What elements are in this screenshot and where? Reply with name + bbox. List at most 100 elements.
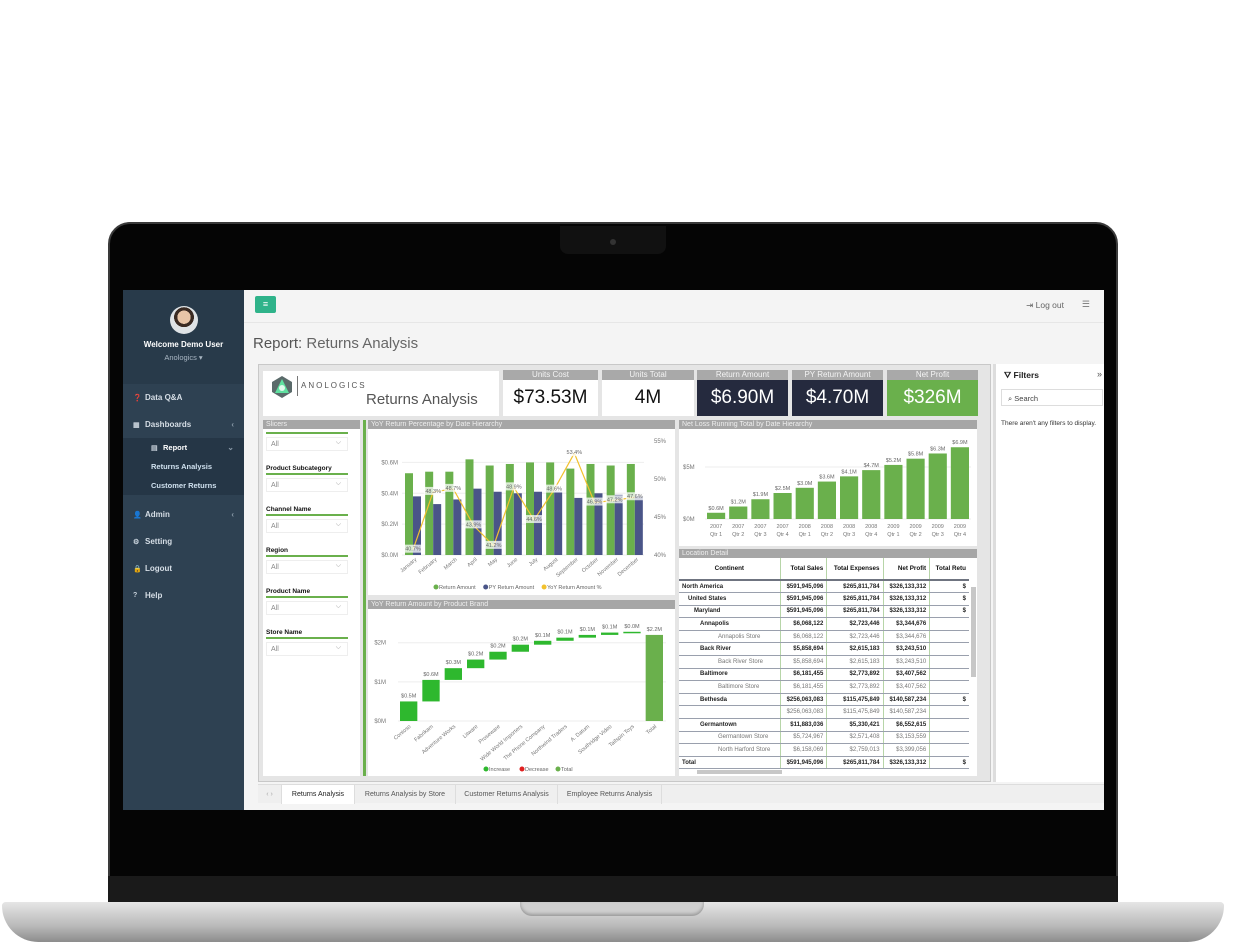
table-cell (929, 731, 969, 745)
table-cell: Back River (679, 642, 781, 657)
tab-employee-returns-analysis[interactable]: Employee Returns Analysis (558, 785, 662, 804)
bar-py-return-amount (453, 499, 462, 555)
column-header[interactable]: Continent (679, 558, 781, 581)
column-header[interactable]: Total Expenses (826, 558, 884, 581)
collapse-filters-icon[interactable]: » (1096, 369, 1102, 379)
table-cell: $326,133,312 (882, 580, 930, 594)
slicer-dropdown[interactable]: All ⌵ (266, 601, 348, 615)
bar-net-loss (840, 476, 859, 519)
table-title: Location Detail (679, 549, 977, 558)
sidebar-item-logout[interactable]: 🔒 Logout (133, 564, 173, 573)
table-cell: $5,858,694 (779, 655, 827, 669)
waterfall-chart-svg: $0M $1M $2M $0.5M Contoso $0.6M Fabrikam $0.3M A… (374, 624, 666, 773)
data-label: $0.0M (624, 624, 640, 630)
y-tick-label: $0.6M (381, 460, 398, 466)
filters-search-input[interactable]: ⌕ Search (1001, 389, 1103, 406)
report-icon: ▤ (151, 444, 158, 452)
y-tick-label: $0.2M (381, 522, 398, 528)
table-cell: $6,552,615 (882, 718, 930, 732)
table-row[interactable]: North America $591,945,096 $265,811,784 $32… (679, 580, 969, 594)
bar-net-loss (773, 493, 792, 519)
slicer-dropdown[interactable]: All ⌵ (266, 560, 348, 574)
table-row[interactable]: United States $591,945,096 $265,811,784 $32… (679, 592, 969, 606)
table-row[interactable]: Back River $5,858,694 $2,615,183 $3,243,510 (679, 642, 969, 657)
data-label: $2.5M (775, 486, 791, 492)
sidebar-subitem-customer-returns[interactable]: Customer Returns (151, 481, 217, 490)
table-row[interactable]: Germantown Store $5,724,967 $2,571,408 $3,1… (679, 731, 969, 745)
vertical-scrollbar[interactable] (971, 587, 976, 677)
table-row[interactable]: North Harford Store $6,158,069 $2,759,013 $… (679, 743, 969, 757)
sidebar-item-admin[interactable]: 👤 Admin ‹ (133, 510, 234, 519)
slicer-dropdown[interactable]: All ⌵ (266, 437, 348, 451)
x-tick-quarter: Qtr 4 (776, 532, 788, 538)
bar-return-amount (405, 473, 413, 555)
tab-returns-analysis-by-store[interactable]: Returns Analysis by Store (355, 785, 456, 804)
x-tick-quarter: Qtr 1 (887, 532, 899, 538)
table-cell: $3,399,056 (882, 743, 930, 757)
tab-returns-analysis[interactable]: Returns Analysis (282, 785, 355, 804)
tab-customer-returns-analysis[interactable]: Customer Returns Analysis (456, 785, 558, 804)
sidebar-item-setting[interactable]: ⚙ Setting (133, 537, 173, 546)
column-header[interactable]: Net Profit (882, 558, 930, 581)
data-label: $0.1M (580, 627, 596, 633)
table-row[interactable]: $256,063,083 $115,475,849 $140,587,234 (679, 705, 969, 720)
bar-py-return-amount (413, 496, 421, 555)
bar-py-return-amount (534, 491, 542, 555)
table-row[interactable]: Germantown $11,883,036 $5,330,421 $6,552,61… (679, 718, 969, 732)
slicer-dropdown[interactable]: All ⌵ (266, 642, 348, 656)
sidebar-item-dashboards[interactable]: ▦ Dashboards ‹ (133, 420, 234, 429)
x-tick-year: 2007 (710, 524, 722, 530)
table-cell: North Harford Store (679, 743, 781, 757)
table-row[interactable]: Annapolis Store $6,068,122 $2,723,446 $3,34… (679, 630, 969, 644)
bar-return-amount (526, 462, 534, 555)
column-header[interactable]: Total Retu (929, 558, 969, 581)
table-cell: $3,153,559 (882, 731, 930, 745)
table-cell: $2,571,408 (826, 731, 884, 745)
options-menu-icon[interactable]: ☰ (1081, 299, 1090, 309)
table-cell: Baltimore Store (679, 680, 781, 694)
table-cell: $326,133,312 (882, 756, 930, 770)
table-row[interactable]: Back River Store $5,858,694 $2,615,183 $3,2… (679, 655, 969, 669)
user-icon: 👤 (133, 511, 142, 519)
x-tick-year: 2009 (909, 524, 921, 530)
slicers-title: Slicers (263, 420, 360, 429)
table-row[interactable]: Annapolis $6,068,122 $2,723,446 $3,344,676 (679, 617, 969, 631)
report-group: ▤ Report ⌄ Returns Analysis Customer Retur… (123, 438, 244, 495)
slicers-panel: Slicers YearAll⌵Product SubcategoryAll⌵C… (263, 420, 360, 776)
bar-net-loss (751, 499, 770, 519)
table-cell: $265,811,784 (826, 756, 884, 770)
table-row[interactable]: Maryland $591,945,096 $265,811,784 $326,133… (679, 605, 969, 619)
sidebar-subitem-returns-analysis[interactable]: Returns Analysis (151, 462, 212, 471)
x-tick-label: September (555, 557, 580, 579)
filters-empty-message: There aren't any filters to display. (1001, 420, 1097, 427)
table-cell (929, 668, 969, 682)
table-row[interactable]: Total $591,945,096 $265,811,784 $326,133,31… (679, 756, 969, 770)
table-row[interactable]: Baltimore Store $6,181,455 $2,773,892 $3,40… (679, 680, 969, 694)
bar-net-loss (950, 447, 969, 519)
sidebar-item-report[interactable]: ▤ Report ⌄ (151, 443, 234, 452)
horizontal-scrollbar[interactable] (697, 770, 782, 774)
sidebar-item-data-qa[interactable]: ❓ Data Q&A (133, 393, 183, 402)
bar-net-loss (928, 453, 947, 519)
column-header[interactable]: Total Sales (779, 558, 827, 581)
bar-py-return-amount (433, 504, 442, 555)
bar-increase (601, 632, 619, 635)
sidebar-item-help[interactable]: ? Help (133, 591, 163, 600)
slicer-dropdown[interactable]: All ⌵ (266, 519, 348, 533)
table-row[interactable]: Bethesda $256,063,083 $115,475,849 $140,587… (679, 693, 969, 707)
bar-increase (556, 637, 574, 641)
x-tick-quarter: Qtr 3 (843, 532, 855, 538)
y-tick-label: $0.4M (381, 491, 398, 497)
menu-toggle-button[interactable]: ≡ (255, 296, 276, 313)
report-title: Returns Analysis (366, 391, 478, 408)
org-dropdown[interactable]: Anologics ▾ (164, 353, 203, 362)
legend-marker (519, 766, 525, 772)
bar-return-amount (626, 463, 635, 555)
table-row[interactable]: Baltimore $6,181,455 $2,773,892 $3,407,562 (679, 668, 969, 682)
logout-link[interactable]: ⇥ Log out (1026, 300, 1064, 310)
slicer-dropdown[interactable]: All ⌵ (266, 478, 348, 492)
data-label: $3.0M (797, 481, 813, 487)
table-cell: $2,615,183 (826, 655, 884, 669)
bar-net-loss (906, 458, 925, 519)
tab-scroll-arrows[interactable]: ‹ › (258, 785, 282, 804)
